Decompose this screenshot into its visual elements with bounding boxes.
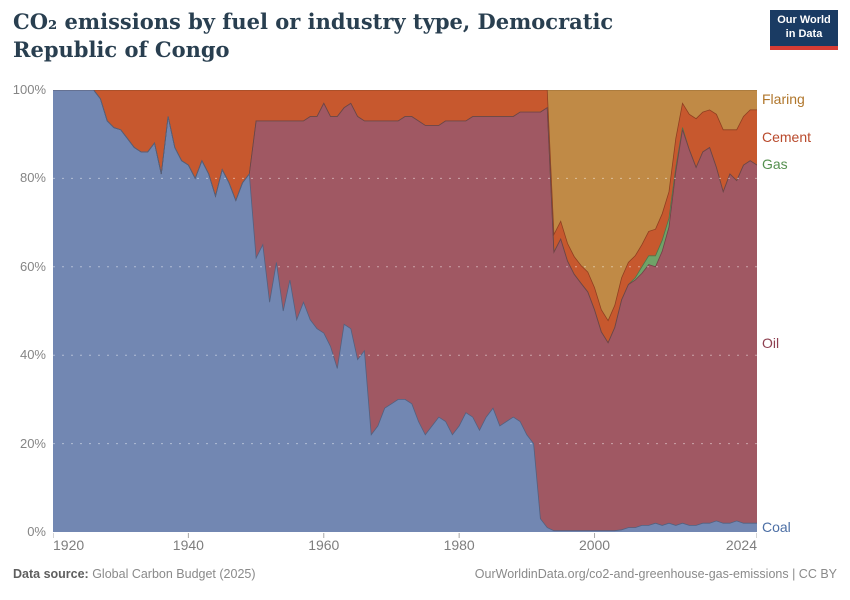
legend-label-coal[interactable]: Coal bbox=[762, 518, 791, 535]
y-axis-label-0: 0% bbox=[27, 524, 46, 539]
footer-source-label: Data source: bbox=[13, 567, 89, 581]
x-axis-label-1920: 1920 bbox=[53, 537, 85, 553]
y-axis-label-80: 80% bbox=[19, 170, 46, 186]
area-coal[interactable] bbox=[53, 90, 757, 532]
legend-label-flaring[interactable]: Flaring bbox=[762, 90, 805, 107]
page-title: CO₂ emissions by fuel or industry type, … bbox=[13, 9, 614, 62]
x-axis-label-1980: 1980 bbox=[443, 537, 475, 553]
footer-link[interactable]: OurWorldinData.org/co2-and-greenhouse-ga… bbox=[474, 567, 837, 581]
x-axis-label-1960: 1960 bbox=[308, 537, 340, 553]
y-axis-label-60: 60% bbox=[19, 258, 46, 274]
stacked-area-chart[interactable] bbox=[52, 89, 758, 545]
footer-source-value: Global Carbon Budget (2025) bbox=[88, 567, 256, 581]
legend-label-cement[interactable]: Cement bbox=[762, 128, 812, 145]
y-axis-label-20: 20% bbox=[19, 435, 46, 451]
y-axis-label-40: 40% bbox=[19, 347, 46, 363]
x-axis-label-2000: 2000 bbox=[578, 537, 611, 553]
footer-source: Data source: Global Carbon Budget (2025) bbox=[13, 567, 256, 581]
x-axis-label-1940: 1940 bbox=[172, 537, 204, 553]
legend-label-oil[interactable]: Oil bbox=[762, 335, 780, 352]
x-axis-label-2024: 2024 bbox=[725, 537, 757, 553]
owid-logo-line1: Our World bbox=[777, 14, 831, 27]
area-edge-cement bbox=[53, 89, 757, 322]
area-edge-coal bbox=[53, 89, 757, 532]
chart-footer: Data source: Global Carbon Budget (2025)… bbox=[0, 567, 850, 581]
owid-logo-line2: in Data bbox=[785, 28, 823, 40]
y-axis-label-100: 100% bbox=[12, 82, 46, 97]
owid-logo[interactable]: Our World in Data bbox=[770, 10, 838, 50]
legend-label-gas[interactable]: Gas bbox=[762, 156, 788, 173]
